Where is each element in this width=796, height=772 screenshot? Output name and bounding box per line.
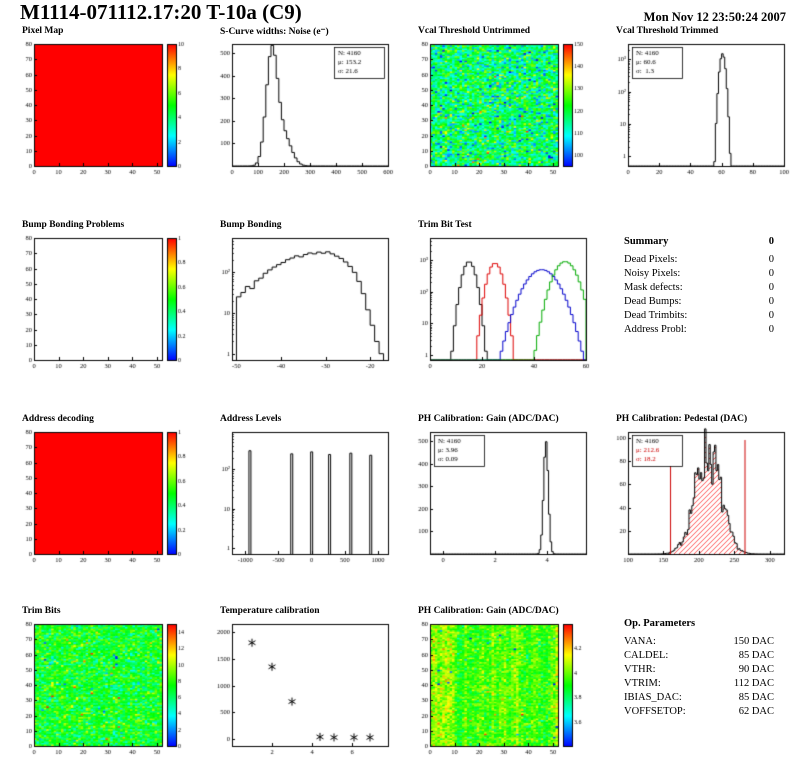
address-decoding-canvas <box>8 426 198 572</box>
op-parameters-heading: Op. Parameters <box>624 618 696 629</box>
vcal-untrimmed-canvas <box>404 38 594 184</box>
panel-ph-gain: PH Calibration: Gain (ADC/DAC) <box>404 414 594 576</box>
summary-value: 0 <box>768 310 774 321</box>
summary-row-dead-pixels: Dead Pixels: 0 <box>624 254 774 265</box>
summary-heading-row: Summary 0 <box>624 236 774 247</box>
ph-gain-map-canvas <box>404 618 594 764</box>
panel-bump-problems: Bump Bonding Problems <box>8 220 198 382</box>
panel-trim-bits: Trim Bits <box>8 606 198 768</box>
plot-title-pixel-map: Pixel Map <box>22 26 64 36</box>
temperature-canvas <box>206 618 396 764</box>
plot-title-ph-pedestal: PH Calibration: Pedestal (DAC) <box>616 414 748 424</box>
summary-value: 0 <box>768 282 774 293</box>
summary-value: 0 <box>768 268 774 279</box>
summary-row-noisy-pixels: Noisy Pixels: 0 <box>624 268 774 279</box>
plot-title-vcal-trimmed: Vcal Threshold Trimmed <box>616 26 719 36</box>
op-row-vana: VANA: 150 DAC <box>624 636 774 647</box>
summary-label: Mask defects: <box>624 282 683 293</box>
summary-label: Noisy Pixels: <box>624 268 681 279</box>
op-parameters-panel: Op. Parameters VANA: 150 DAC CALDEL: 85 … <box>624 618 774 720</box>
trim-bits-canvas <box>8 618 198 764</box>
summary-panel: Summary 0 Dead Pixels: 0 Noisy Pixels: 0… <box>624 236 774 338</box>
plot-title-address-levels: Address Levels <box>220 414 282 424</box>
op-parameters-heading-row: Op. Parameters <box>624 618 774 629</box>
plot-title-vcal-untrimmed: Vcal Threshold Untrimmed <box>418 26 531 36</box>
timestamp: Mon Nov 12 23:50:24 2007 <box>643 10 786 24</box>
op-label: IBIAS_DAC: <box>624 692 682 703</box>
summary-label: Dead Pixels: <box>624 254 678 265</box>
plot-title-temperature-calibration: Temperature calibration <box>220 606 320 616</box>
plot-title-trim-bit-test: Trim Bit Test <box>418 220 472 230</box>
summary-row-address-probl: Address Probl: 0 <box>624 324 774 335</box>
summary-row-dead-bumps: Dead Bumps: 0 <box>624 296 774 307</box>
op-row-ibias: IBIAS_DAC: 85 DAC <box>624 692 774 703</box>
plot-title-address-decoding: Address decoding <box>22 414 94 424</box>
page-title: M1114-071112.17:20 T-10a (C9) <box>20 0 302 24</box>
address-levels-canvas <box>206 426 396 572</box>
pixel-map-canvas <box>8 38 198 184</box>
panel-ph-gain-map: PH Calibration: Gain (ADC/DAC) <box>404 606 594 768</box>
vcal-trimmed-canvas <box>602 38 792 184</box>
plot-title-trim-bits: Trim Bits <box>22 606 61 616</box>
summary-value: 0 <box>768 296 774 307</box>
panel-vcal-untrimmed: Vcal Threshold Untrimmed <box>404 26 594 188</box>
op-label: VTRIM: <box>624 678 661 689</box>
plot-title-bump-bonding: Bump Bonding <box>220 220 282 230</box>
plot-title-ph-gain: PH Calibration: Gain (ADC/DAC) <box>418 414 559 424</box>
panel-address-decoding: Address decoding <box>8 414 198 576</box>
trim-bit-test-canvas <box>404 232 594 378</box>
op-value: 150 DAC <box>733 636 774 647</box>
panel-vcal-trimmed: Vcal Threshold Trimmed <box>602 26 792 188</box>
op-label: CALDEL: <box>624 650 669 661</box>
scurve-noise-canvas <box>206 38 396 184</box>
op-row-vthr: VTHR: 90 DAC <box>624 664 774 675</box>
summary-value: 0 <box>768 254 774 265</box>
ph-gain-canvas <box>404 426 594 572</box>
panel-scurve-noise: S-Curve widths: Noise (e⁻) <box>206 26 396 188</box>
op-value: 112 DAC <box>733 678 774 689</box>
op-label: VTHR: <box>624 664 656 675</box>
plot-title-scurve-noise: S-Curve widths: Noise (e⁻) <box>220 27 329 37</box>
summary-label: Dead Trimbits: <box>624 310 688 321</box>
summary-label: Dead Bumps: <box>624 296 682 307</box>
op-value: 62 DAC <box>738 706 774 717</box>
panel-pixel-map: Pixel Map <box>8 26 198 188</box>
summary-value: 0 <box>768 324 774 335</box>
summary-heading-value: 0 <box>768 236 774 247</box>
op-label: VOFFSETOP: <box>624 706 686 717</box>
bump-problems-canvas <box>8 232 198 378</box>
ph-pedestal-canvas <box>602 426 792 572</box>
op-row-voffsetop: VOFFSETOP: 62 DAC <box>624 706 774 717</box>
bump-bonding-canvas <box>206 232 396 378</box>
panel-ph-pedestal: PH Calibration: Pedestal (DAC) <box>602 414 792 576</box>
plot-title-bump-problems: Bump Bonding Problems <box>22 220 125 230</box>
op-row-vtrim: VTRIM: 112 DAC <box>624 678 774 689</box>
op-value: 85 DAC <box>738 650 774 661</box>
summary-row-dead-trimbits: Dead Trimbits: 0 <box>624 310 774 321</box>
op-label: VANA: <box>624 636 656 647</box>
summary-heading: Summary <box>624 236 669 247</box>
panel-temperature-calibration: Temperature calibration <box>206 606 396 768</box>
summary-row-mask-defects: Mask defects: 0 <box>624 282 774 293</box>
op-value: 90 DAC <box>738 664 774 675</box>
panel-trim-bit-test: Trim Bit Test <box>404 220 594 382</box>
op-value: 85 DAC <box>738 692 774 703</box>
op-row-caldel: CALDEL: 85 DAC <box>624 650 774 661</box>
panel-address-levels: Address Levels <box>206 414 396 576</box>
plot-title-ph-gain-map: PH Calibration: Gain (ADC/DAC) <box>418 606 559 616</box>
summary-label: Address Probl: <box>624 324 687 335</box>
panel-bump-bonding: Bump Bonding <box>206 220 396 382</box>
